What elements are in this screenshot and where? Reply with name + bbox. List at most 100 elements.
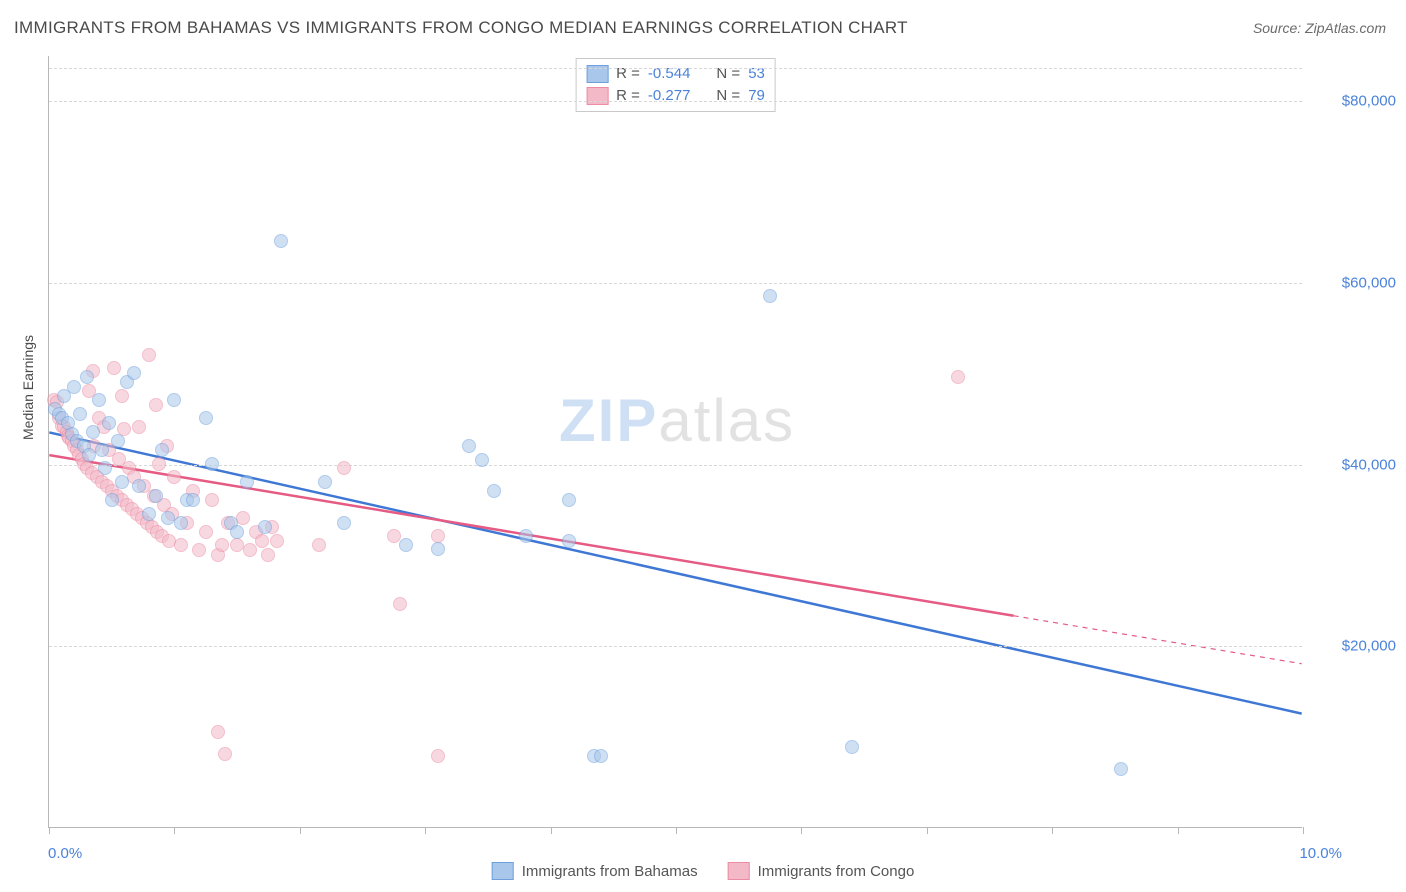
scatter-point xyxy=(312,538,326,552)
series-label: Immigrants from Bahamas xyxy=(522,863,698,880)
scatter-point xyxy=(105,493,119,507)
scatter-point xyxy=(80,370,94,384)
legend-r-value: -0.277 xyxy=(648,85,691,107)
gridline xyxy=(49,465,1302,466)
scatter-point xyxy=(462,439,476,453)
scatter-point xyxy=(845,740,859,754)
scatter-point xyxy=(261,548,275,562)
scatter-point xyxy=(92,393,106,407)
series-legend-congo: Immigrants from Congo xyxy=(728,862,915,880)
scatter-point xyxy=(111,434,125,448)
scatter-point xyxy=(155,443,169,457)
legend-r-label: R = xyxy=(616,63,640,85)
x-tick xyxy=(801,827,802,834)
watermark-atlas: atlas xyxy=(658,387,795,454)
scatter-point xyxy=(431,749,445,763)
legend-row-bahamas: R = -0.544 N = 53 xyxy=(586,63,765,85)
scatter-point xyxy=(86,425,100,439)
correlation-legend: R = -0.544 N = 53 R = -0.277 N = 79 xyxy=(575,58,776,112)
scatter-point xyxy=(67,380,81,394)
scatter-point xyxy=(73,407,87,421)
x-tick xyxy=(174,827,175,834)
scatter-point xyxy=(215,538,229,552)
scatter-point xyxy=(167,470,181,484)
scatter-point xyxy=(211,725,225,739)
scatter-point xyxy=(127,366,141,380)
x-axis-end-label: 10.0% xyxy=(1299,845,1342,862)
series-legend-bahamas: Immigrants from Bahamas xyxy=(492,862,698,880)
series-legend: Immigrants from Bahamas Immigrants from … xyxy=(492,862,915,880)
scatter-point xyxy=(152,457,166,471)
source-label: Source: ZipAtlas.com xyxy=(1253,20,1386,36)
scatter-point xyxy=(337,516,351,530)
gridline xyxy=(49,283,1302,284)
scatter-point xyxy=(318,475,332,489)
x-tick xyxy=(425,827,426,834)
scatter-point xyxy=(132,420,146,434)
gridline xyxy=(49,101,1302,102)
scatter-point xyxy=(149,489,163,503)
scatter-point xyxy=(142,507,156,521)
series-label: Immigrants from Congo xyxy=(758,863,915,880)
x-tick xyxy=(49,827,50,834)
scatter-point xyxy=(199,411,213,425)
scatter-point xyxy=(115,389,129,403)
legend-r-value: -0.544 xyxy=(648,63,691,85)
scatter-point xyxy=(95,443,109,457)
scatter-point xyxy=(270,534,284,548)
scatter-point xyxy=(186,493,200,507)
legend-n-label: N = xyxy=(716,85,740,107)
series-swatch-bahamas xyxy=(492,862,514,880)
x-axis-start-label: 0.0% xyxy=(48,845,82,862)
chart-title: IMMIGRANTS FROM BAHAMAS VS IMMIGRANTS FR… xyxy=(14,18,908,38)
legend-n-value: 79 xyxy=(748,85,765,107)
trend-lines xyxy=(49,56,1302,827)
scatter-point xyxy=(562,493,576,507)
scatter-point xyxy=(115,475,129,489)
legend-row-congo: R = -0.277 N = 79 xyxy=(586,85,765,107)
scatter-point xyxy=(192,543,206,557)
scatter-point xyxy=(763,289,777,303)
x-tick xyxy=(551,827,552,834)
scatter-point xyxy=(393,597,407,611)
scatter-point xyxy=(107,361,121,375)
scatter-point xyxy=(399,538,413,552)
scatter-point xyxy=(132,479,146,493)
scatter-point xyxy=(431,542,445,556)
plot-area: ZIPatlas R = -0.544 N = 53 R = -0.277 N … xyxy=(48,56,1302,828)
x-tick xyxy=(1303,827,1304,834)
gridline xyxy=(49,646,1302,647)
scatter-point xyxy=(387,529,401,543)
scatter-point xyxy=(205,457,219,471)
legend-n-value: 53 xyxy=(748,63,765,85)
legend-r-label: R = xyxy=(616,85,640,107)
scatter-point xyxy=(240,475,254,489)
scatter-point xyxy=(243,543,257,557)
scatter-point xyxy=(149,398,163,412)
legend-n-label: N = xyxy=(716,63,740,85)
y-tick-label: $80,000 xyxy=(1342,93,1396,110)
scatter-point xyxy=(102,416,116,430)
scatter-point xyxy=(205,493,219,507)
scatter-point xyxy=(1114,762,1128,776)
scatter-point xyxy=(174,538,188,552)
x-tick xyxy=(1052,827,1053,834)
scatter-point xyxy=(167,393,181,407)
x-tick xyxy=(927,827,928,834)
scatter-point xyxy=(98,461,112,475)
scatter-point xyxy=(274,234,288,248)
scatter-point xyxy=(236,511,250,525)
watermark-zip: ZIP xyxy=(559,387,658,454)
scatter-point xyxy=(199,525,213,539)
y-tick-label: $40,000 xyxy=(1342,456,1396,473)
scatter-point xyxy=(487,484,501,498)
scatter-point xyxy=(562,534,576,548)
gridline xyxy=(49,68,1302,69)
scatter-point xyxy=(174,516,188,530)
scatter-point xyxy=(255,534,269,548)
y-axis-label: Median Earnings xyxy=(20,335,36,440)
scatter-point xyxy=(337,461,351,475)
y-tick-label: $20,000 xyxy=(1342,638,1396,655)
x-tick xyxy=(300,827,301,834)
scatter-point xyxy=(519,529,533,543)
